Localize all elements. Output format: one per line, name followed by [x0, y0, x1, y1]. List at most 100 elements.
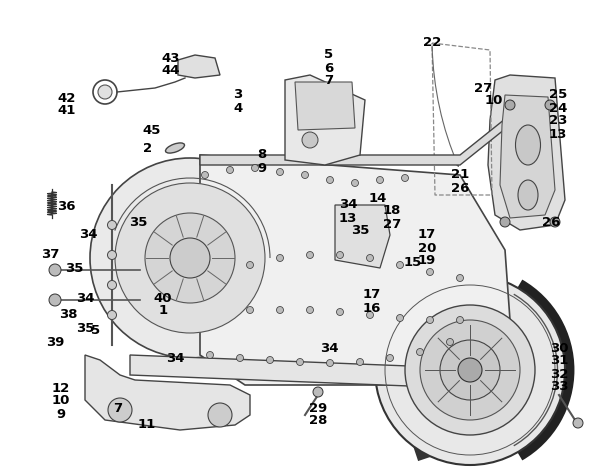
Text: 7: 7 — [324, 75, 333, 87]
Polygon shape — [488, 75, 565, 230]
Circle shape — [90, 158, 290, 358]
Text: 16: 16 — [363, 302, 381, 314]
Text: 26: 26 — [542, 216, 560, 228]
Circle shape — [420, 320, 520, 420]
Circle shape — [237, 354, 243, 361]
Ellipse shape — [166, 143, 185, 153]
Text: 17: 17 — [418, 228, 436, 241]
Circle shape — [202, 171, 208, 179]
Text: 29: 29 — [309, 401, 327, 415]
Text: 27: 27 — [474, 82, 492, 95]
Text: 42: 42 — [58, 92, 76, 104]
Text: 31: 31 — [550, 354, 568, 368]
Circle shape — [276, 169, 283, 175]
Text: 26: 26 — [451, 181, 469, 194]
Text: 19: 19 — [418, 255, 436, 267]
Text: 9: 9 — [257, 162, 267, 174]
Text: 3: 3 — [234, 88, 243, 102]
Text: 12: 12 — [52, 381, 70, 395]
Text: 37: 37 — [41, 248, 59, 262]
Text: 7: 7 — [113, 401, 123, 415]
Text: 1: 1 — [158, 304, 167, 317]
Text: 17: 17 — [363, 288, 381, 302]
Circle shape — [351, 180, 359, 187]
Text: 45: 45 — [143, 124, 161, 136]
Circle shape — [405, 305, 535, 435]
Circle shape — [500, 217, 510, 227]
Circle shape — [145, 213, 235, 303]
Text: 44: 44 — [162, 65, 180, 77]
Text: 35: 35 — [129, 216, 147, 228]
Text: 5: 5 — [324, 48, 333, 61]
Circle shape — [387, 354, 394, 361]
Polygon shape — [295, 82, 355, 130]
Text: 15: 15 — [404, 256, 422, 269]
Text: 6: 6 — [324, 61, 333, 75]
Circle shape — [98, 85, 112, 99]
Text: 30: 30 — [550, 342, 568, 354]
Text: 20: 20 — [418, 241, 436, 255]
Circle shape — [170, 238, 210, 278]
Text: 34: 34 — [339, 199, 357, 211]
Circle shape — [427, 316, 433, 323]
Text: 35: 35 — [76, 322, 94, 334]
Polygon shape — [285, 75, 365, 165]
Circle shape — [251, 164, 259, 171]
Text: 36: 36 — [57, 200, 75, 213]
Text: 5: 5 — [91, 323, 101, 336]
Polygon shape — [178, 55, 220, 78]
Circle shape — [327, 177, 333, 183]
Text: 34: 34 — [78, 228, 97, 241]
Text: 32: 32 — [550, 368, 568, 380]
Circle shape — [226, 167, 234, 173]
Text: 28: 28 — [309, 415, 327, 428]
Circle shape — [416, 349, 424, 355]
Text: 33: 33 — [550, 380, 568, 393]
Circle shape — [357, 359, 364, 365]
Text: 4: 4 — [234, 102, 243, 114]
Text: 10: 10 — [485, 95, 503, 107]
Text: 18: 18 — [383, 205, 401, 218]
Circle shape — [313, 387, 323, 397]
Circle shape — [375, 275, 565, 465]
Circle shape — [337, 251, 343, 258]
Polygon shape — [500, 95, 555, 218]
Text: 27: 27 — [383, 218, 401, 230]
Text: 21: 21 — [451, 169, 469, 181]
Circle shape — [276, 306, 283, 314]
Text: 13: 13 — [549, 127, 567, 141]
Text: 25: 25 — [549, 88, 567, 102]
Circle shape — [246, 306, 254, 314]
Text: 10: 10 — [52, 395, 70, 408]
Text: 2: 2 — [143, 142, 153, 154]
Circle shape — [367, 312, 373, 319]
Circle shape — [49, 264, 61, 276]
Circle shape — [446, 339, 454, 345]
Circle shape — [267, 357, 273, 363]
Text: 22: 22 — [423, 37, 441, 49]
Text: 43: 43 — [162, 51, 180, 65]
Circle shape — [440, 340, 500, 400]
Text: 39: 39 — [46, 335, 64, 349]
Circle shape — [115, 183, 265, 333]
Text: 34: 34 — [76, 292, 94, 304]
Circle shape — [207, 352, 213, 359]
Text: 24: 24 — [549, 102, 567, 114]
Circle shape — [457, 275, 463, 282]
Circle shape — [367, 255, 373, 262]
Polygon shape — [335, 205, 390, 268]
Circle shape — [302, 132, 318, 148]
Text: 13: 13 — [339, 211, 357, 225]
Polygon shape — [200, 155, 510, 385]
Circle shape — [573, 418, 583, 428]
Circle shape — [107, 250, 116, 259]
Circle shape — [208, 403, 232, 427]
Circle shape — [327, 360, 333, 367]
Circle shape — [457, 316, 463, 323]
Text: 40: 40 — [154, 292, 172, 304]
Circle shape — [545, 100, 555, 110]
Ellipse shape — [516, 125, 541, 165]
Circle shape — [306, 251, 313, 258]
Circle shape — [276, 255, 283, 262]
Circle shape — [107, 281, 116, 289]
